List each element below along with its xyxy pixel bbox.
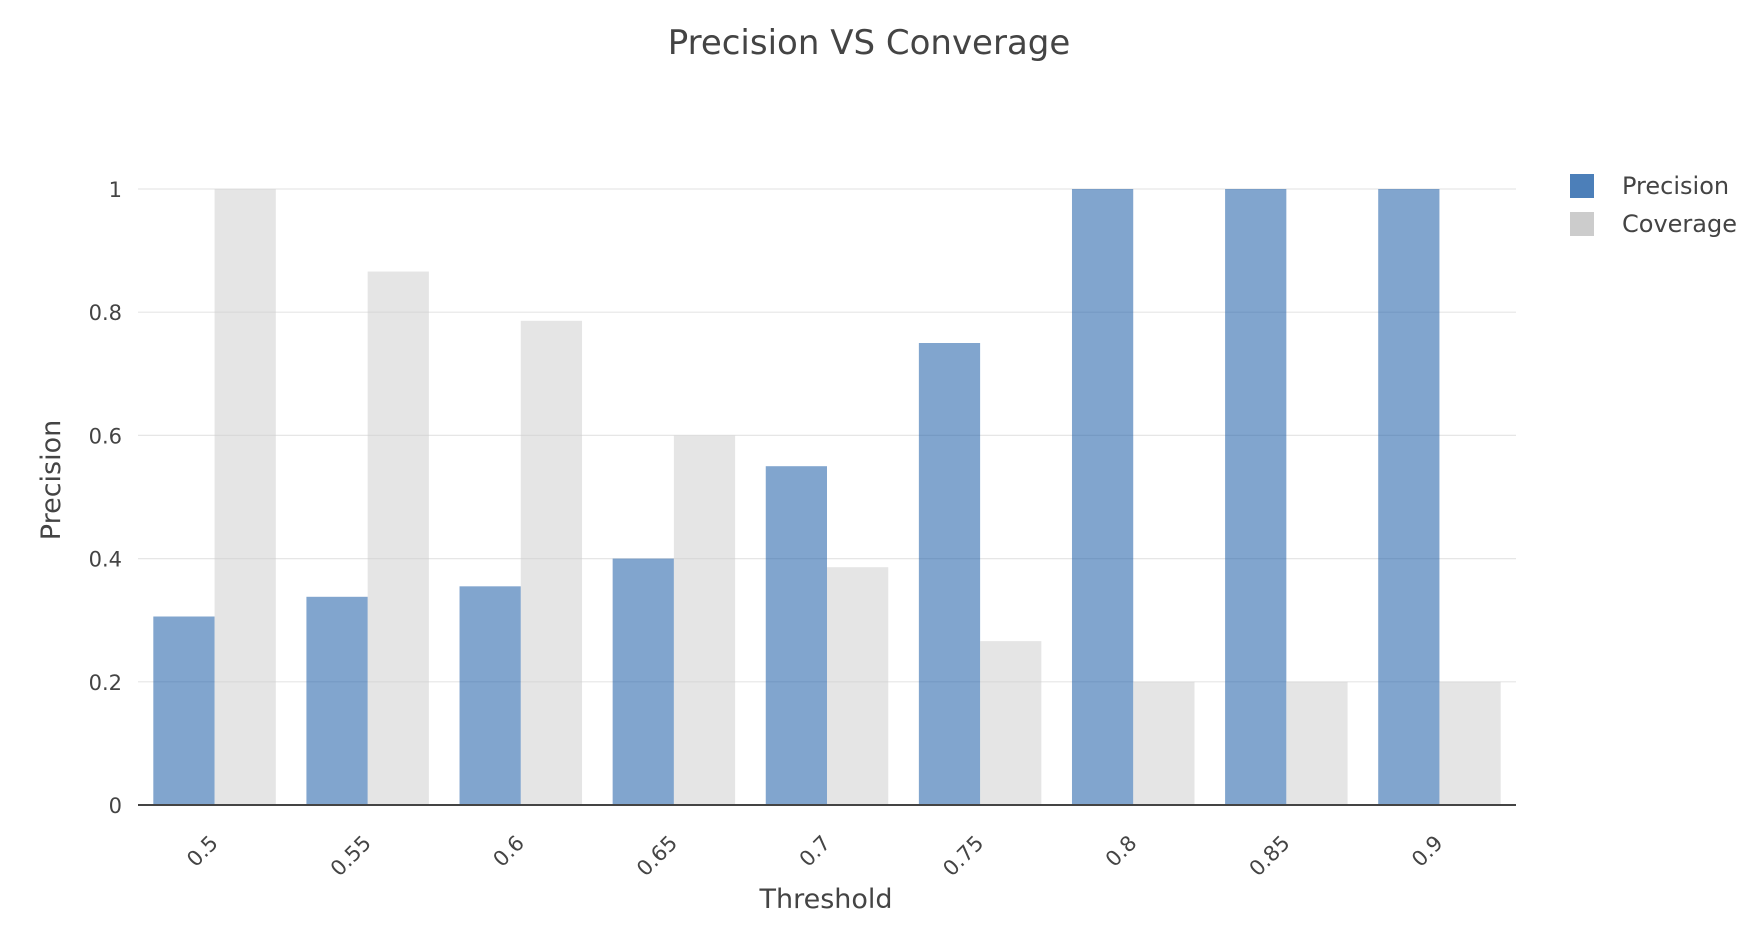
legend: Precision Coverage <box>1570 172 1737 238</box>
legend-swatch-precision <box>1570 174 1594 198</box>
x-axis-title: Threshold <box>758 884 892 915</box>
x-tick-label: 0.7 <box>795 831 836 872</box>
y-axis-title: Precision <box>36 420 67 540</box>
bar-coverage-0.5[interactable] <box>214 189 276 805</box>
x-axis-ticks: 0.5 0.55 0.6 0.65 0.7 0.75 0.8 0.85 0.9 <box>182 831 1447 881</box>
bar-precision-0.8[interactable] <box>1071 189 1134 805</box>
bars <box>153 189 1501 805</box>
y-tick-label: 0.4 <box>89 548 122 572</box>
legend-swatch-coverage <box>1570 212 1594 236</box>
x-tick-label: 0.75 <box>938 831 988 881</box>
bar-precision-0.55[interactable] <box>306 596 368 805</box>
y-tick-label: 1 <box>109 178 122 202</box>
bar-coverage-0.7[interactable] <box>827 567 889 805</box>
bar-coverage-0.65[interactable] <box>673 435 736 805</box>
bar-coverage-0.75[interactable] <box>980 641 1042 805</box>
bar-precision-0.7[interactable] <box>765 466 827 805</box>
bar-precision-0.75[interactable] <box>918 343 981 805</box>
bar-coverage-0.55[interactable] <box>367 271 429 805</box>
y-tick-label: 0.8 <box>89 301 122 325</box>
bar-precision-0.9[interactable] <box>1378 189 1440 805</box>
legend-label-precision: Precision <box>1622 172 1729 200</box>
x-tick-label: 0.6 <box>488 831 529 872</box>
bar-precision-0.85[interactable] <box>1225 189 1287 805</box>
y-axis-ticks: 0 0.2 0.4 0.6 0.8 1 <box>89 178 122 818</box>
y-tick-label: 0.6 <box>89 424 122 448</box>
bar-coverage-0.85[interactable] <box>1286 681 1348 805</box>
bar-coverage-0.8[interactable] <box>1133 681 1195 805</box>
x-tick-label: 0.9 <box>1407 831 1448 872</box>
bar-precision-0.5[interactable] <box>153 616 215 805</box>
chart-title: Precision VS Converage <box>668 23 1071 63</box>
x-tick-label: 0.65 <box>632 831 682 881</box>
y-tick-label: 0 <box>109 794 122 818</box>
bar-precision-0.6[interactable] <box>459 586 521 805</box>
x-tick-label: 0.55 <box>326 831 376 881</box>
y-tick-label: 0.2 <box>89 671 122 695</box>
x-tick-label: 0.85 <box>1245 831 1295 881</box>
bar-precision-0.65[interactable] <box>612 558 674 805</box>
x-tick-label: 0.5 <box>182 831 223 872</box>
bar-coverage-0.6[interactable] <box>520 320 583 805</box>
legend-label-coverage: Coverage <box>1622 210 1737 238</box>
x-tick-label: 0.8 <box>1101 831 1142 872</box>
bar-coverage-0.9[interactable] <box>1439 681 1501 805</box>
